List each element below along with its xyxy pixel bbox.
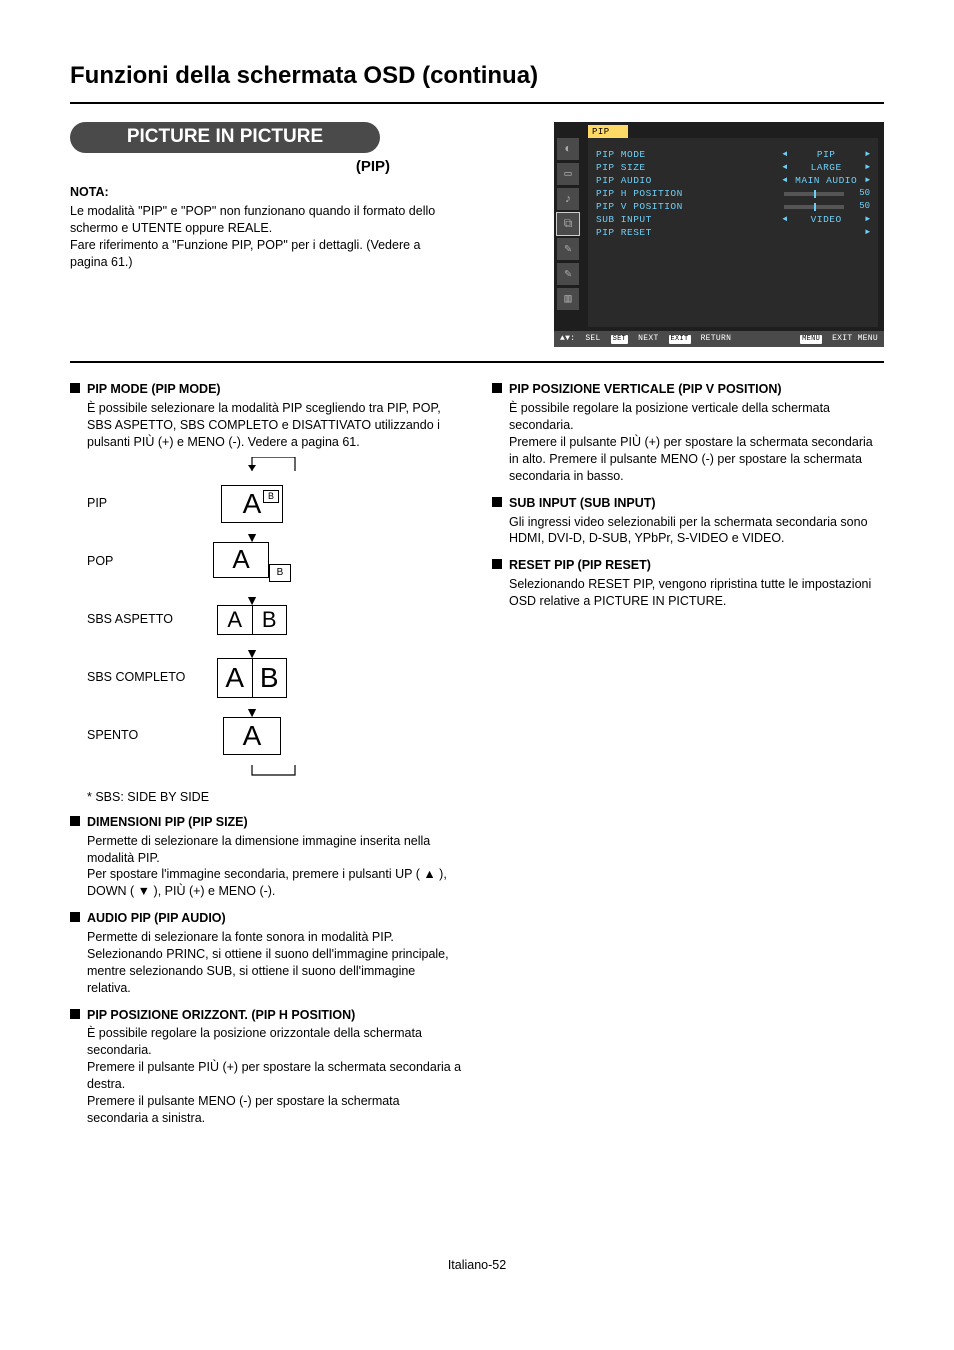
osd-row: PIP SIZE ◄LARGE► bbox=[596, 161, 870, 174]
rule-mid bbox=[70, 361, 884, 363]
item-body: È possibile selezionare la modalità PIP … bbox=[70, 400, 462, 451]
bullet-icon bbox=[70, 383, 80, 393]
left-column: PIP MODE (PIP MODE) È possibile selezion… bbox=[70, 381, 462, 1136]
item-body: È possibile regolare la posizione vertic… bbox=[492, 400, 884, 484]
page-title: Funzioni della schermata OSD (continua) bbox=[70, 60, 884, 92]
osd-row-label: PIP AUDIO bbox=[596, 175, 652, 187]
nota-label: NOTA: bbox=[70, 184, 524, 201]
bullet-icon bbox=[70, 912, 80, 922]
osd-icon-sched: ▥ bbox=[557, 288, 579, 310]
right-column: PIP POSIZIONE VERTICALE (PIP V POSITION)… bbox=[492, 381, 884, 1136]
nota-body: Le modalità "PIP" e "POP" non funzionano… bbox=[70, 203, 440, 271]
osd-screenshot: PIP ◐ ▭ ♪ ⧉ ✎ ✎ ▥ PIP MODE◄PIP►PIP SIZE◄… bbox=[554, 122, 884, 347]
osd-icon-screen: ▭ bbox=[557, 163, 579, 185]
item-body: È possibile regolare la posizione orizzo… bbox=[70, 1025, 462, 1126]
osd-row-label: SUB INPUT bbox=[596, 214, 652, 226]
item-head: PIP MODE (PIP MODE) bbox=[87, 381, 221, 398]
section-pill-sub: (PIP) bbox=[70, 157, 390, 177]
osd-row-label: PIP MODE bbox=[596, 149, 646, 161]
sbs-footnote: * SBS: SIDE BY SIDE bbox=[87, 789, 462, 806]
mode-label: POP bbox=[87, 553, 207, 570]
osd-foot-nav-icon: ▲▼: bbox=[560, 334, 575, 345]
item-body: Permette di selezionare la dimensione im… bbox=[70, 833, 462, 901]
bullet-icon bbox=[492, 497, 502, 507]
bullet-icon bbox=[492, 559, 502, 569]
osd-row: PIP V POSITION 50 bbox=[596, 200, 870, 213]
osd-icon-tool1: ✎ bbox=[557, 238, 579, 260]
osd-body: PIP MODE ◄PIP► PIP SIZE ◄LARGE► PIP AUDIO ◄MA… bbox=[588, 138, 878, 327]
osd-icon-audio: ♪ bbox=[557, 188, 579, 210]
osd-row: PIP AUDIO ◄MAIN AUDIO► bbox=[596, 174, 870, 187]
osd-row-value: ► bbox=[865, 228, 870, 238]
bullet-icon bbox=[492, 383, 502, 393]
osd-row: PIP MODE ◄PIP► bbox=[596, 148, 870, 161]
item-head: DIMENSIONI PIP (PIP SIZE) bbox=[87, 814, 248, 831]
rule-top bbox=[70, 102, 884, 104]
osd-foot-next: NEXT bbox=[638, 334, 658, 345]
mode-label: PIP bbox=[87, 495, 207, 512]
osd-foot-menu-key: MENU bbox=[800, 335, 822, 344]
osd-row: PIP H POSITION 50 bbox=[596, 187, 870, 200]
bullet-icon bbox=[70, 1009, 80, 1019]
item-head: PIP POSIZIONE VERTICALE (PIP V POSITION) bbox=[509, 381, 782, 398]
osd-row-label: PIP RESET bbox=[596, 227, 652, 239]
pip-mode-diagram: PIP A B POP ▼ A bbox=[87, 461, 462, 779]
osd-row-value: 50 bbox=[780, 201, 870, 213]
osd-row-value: ◄MAIN AUDIO► bbox=[782, 175, 870, 187]
down-arrow-icon: ▼ bbox=[245, 644, 259, 663]
item-body: Selezionando RESET PIP, vengono ripristi… bbox=[492, 576, 884, 610]
down-arrow-icon: ▼ bbox=[245, 703, 259, 722]
item-head: RESET PIP (PIP RESET) bbox=[509, 557, 651, 574]
osd-row: PIP RESET ► bbox=[596, 226, 870, 239]
page-number: Italiano-52 bbox=[70, 1257, 884, 1274]
osd-sidebar: ◐ ▭ ♪ ⧉ ✎ ✎ ▥ bbox=[557, 138, 581, 310]
osd-row-label: PIP V POSITION bbox=[596, 201, 683, 213]
osd-row-value: ◄LARGE► bbox=[782, 162, 870, 174]
osd-icon-tool2: ✎ bbox=[557, 263, 579, 285]
osd-foot-exit-key: EXIT bbox=[669, 335, 691, 344]
item-head: AUDIO PIP (PIP AUDIO) bbox=[87, 910, 226, 927]
item-head: SUB INPUT (SUB INPUT) bbox=[509, 495, 656, 512]
osd-icon-info: ◐ bbox=[557, 138, 579, 160]
item-head: PIP POSIZIONE ORIZZONT. (PIP H POSITION) bbox=[87, 1007, 355, 1024]
osd-icon-pip: ⧉ bbox=[557, 213, 579, 235]
osd-row-value: ◄PIP► bbox=[782, 149, 870, 161]
osd-foot-return: RETURN bbox=[701, 334, 732, 345]
item-body: Gli ingressi video selezionabili per la … bbox=[492, 514, 884, 548]
osd-footer: ▲▼: SEL SET NEXT EXIT RETURN MENU EXIT MENU bbox=[554, 331, 884, 347]
osd-foot-exitmenu: EXIT MENU bbox=[832, 334, 878, 345]
osd-row-value: ◄VIDEO► bbox=[782, 214, 870, 226]
osd-foot-sel: SEL bbox=[585, 334, 600, 345]
section-pill: PICTURE IN PICTURE bbox=[70, 122, 380, 153]
osd-row-label: PIP SIZE bbox=[596, 162, 646, 174]
osd-row: SUB INPUT ◄VIDEO► bbox=[596, 213, 870, 226]
header-block: PICTURE IN PICTURE (PIP) NOTA: Le modali… bbox=[70, 122, 524, 271]
bullet-icon bbox=[70, 816, 80, 826]
osd-row-label: PIP H POSITION bbox=[596, 188, 683, 200]
mode-label: SBS COMPLETO bbox=[87, 669, 207, 686]
osd-row-value: 50 bbox=[780, 188, 870, 200]
osd-foot-set-key: SET bbox=[611, 335, 629, 344]
item-body: Permette di selezionare la fonte sonora … bbox=[70, 929, 462, 997]
mode-label: SPENTO bbox=[87, 727, 207, 744]
down-arrow-icon: ▼ bbox=[245, 591, 259, 610]
mode-label: SBS ASPETTO bbox=[87, 611, 207, 628]
